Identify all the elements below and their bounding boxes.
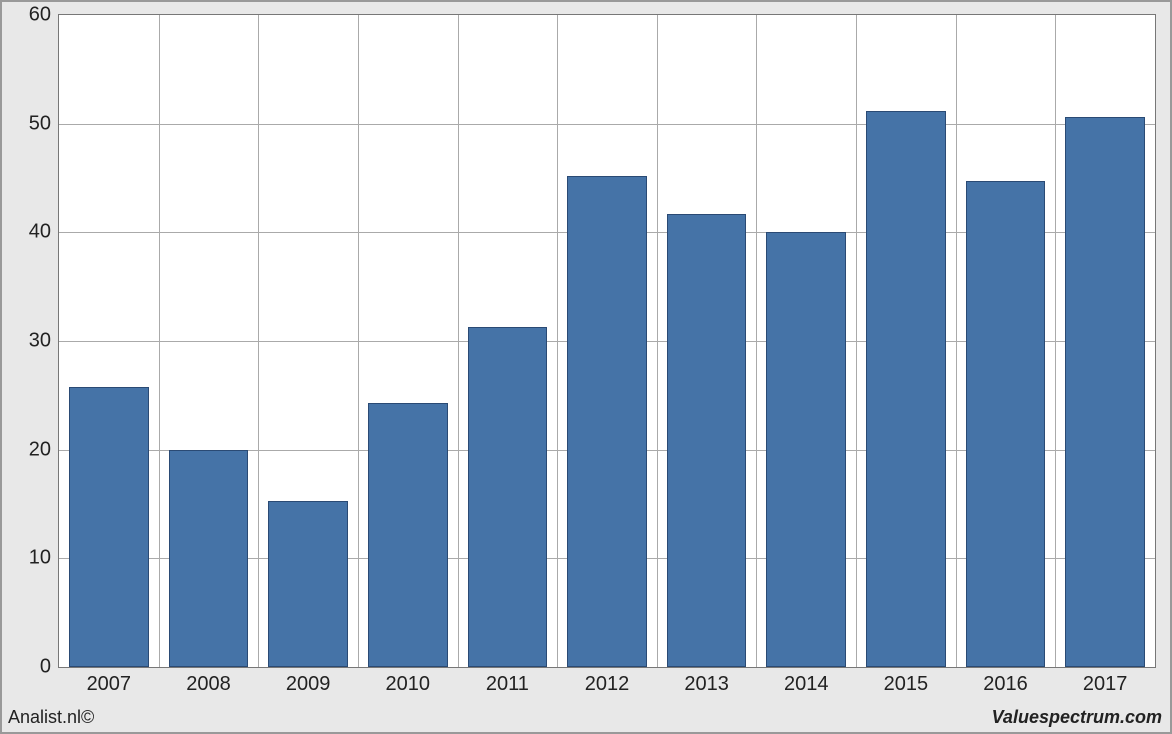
plot-area: 0102030405060200720082009201020112012201… bbox=[58, 14, 1156, 668]
x-tick-label: 2017 bbox=[1083, 673, 1128, 696]
bar bbox=[169, 450, 249, 667]
y-tick-label: 60 bbox=[11, 4, 51, 27]
y-tick-label: 50 bbox=[11, 112, 51, 135]
gridline-v bbox=[358, 15, 359, 667]
y-tick-label: 10 bbox=[11, 547, 51, 570]
plot-wrap: 0102030405060200720082009201020112012201… bbox=[12, 10, 1160, 702]
x-tick-label: 2011 bbox=[486, 673, 529, 696]
gridline-v bbox=[956, 15, 957, 667]
footer-right-label: Valuespectrum.com bbox=[992, 707, 1162, 728]
x-tick-label: 2010 bbox=[385, 673, 430, 696]
x-tick-label: 2015 bbox=[884, 673, 929, 696]
chart-frame: 0 10 20 30 40 50 60 2007 2008 2009 2010 2011 2012 201… bbox=[0, 0, 1172, 734]
y-tick-label: 30 bbox=[11, 330, 51, 353]
gridline-v bbox=[258, 15, 259, 667]
gridline-h bbox=[59, 124, 1155, 125]
bar bbox=[1065, 117, 1145, 667]
gridline-v bbox=[856, 15, 857, 667]
gridline-v bbox=[756, 15, 757, 667]
bar bbox=[468, 327, 548, 667]
y-tick-label: 0 bbox=[11, 656, 51, 679]
bar bbox=[368, 403, 448, 667]
x-tick-label: 2007 bbox=[87, 673, 132, 696]
x-tick-label: 2013 bbox=[684, 673, 729, 696]
bar bbox=[69, 387, 149, 667]
footer-left-label: Analist.nl© bbox=[8, 707, 94, 728]
gridline-v bbox=[159, 15, 160, 667]
bar bbox=[667, 214, 747, 667]
x-tick-label: 2008 bbox=[186, 673, 231, 696]
x-tick-label: 2016 bbox=[983, 673, 1028, 696]
gridline-v bbox=[1055, 15, 1056, 667]
x-tick-label: 2014 bbox=[784, 673, 829, 696]
bar bbox=[966, 181, 1046, 667]
x-tick-label: 2009 bbox=[286, 673, 331, 696]
gridline-v bbox=[557, 15, 558, 667]
x-tick-label: 2012 bbox=[585, 673, 630, 696]
bar bbox=[567, 176, 647, 667]
gridline-v bbox=[657, 15, 658, 667]
gridline-v bbox=[458, 15, 459, 667]
bar bbox=[766, 232, 846, 667]
bar bbox=[866, 111, 946, 667]
y-tick-label: 40 bbox=[11, 221, 51, 244]
y-tick-label: 20 bbox=[11, 438, 51, 461]
bar bbox=[268, 501, 348, 667]
